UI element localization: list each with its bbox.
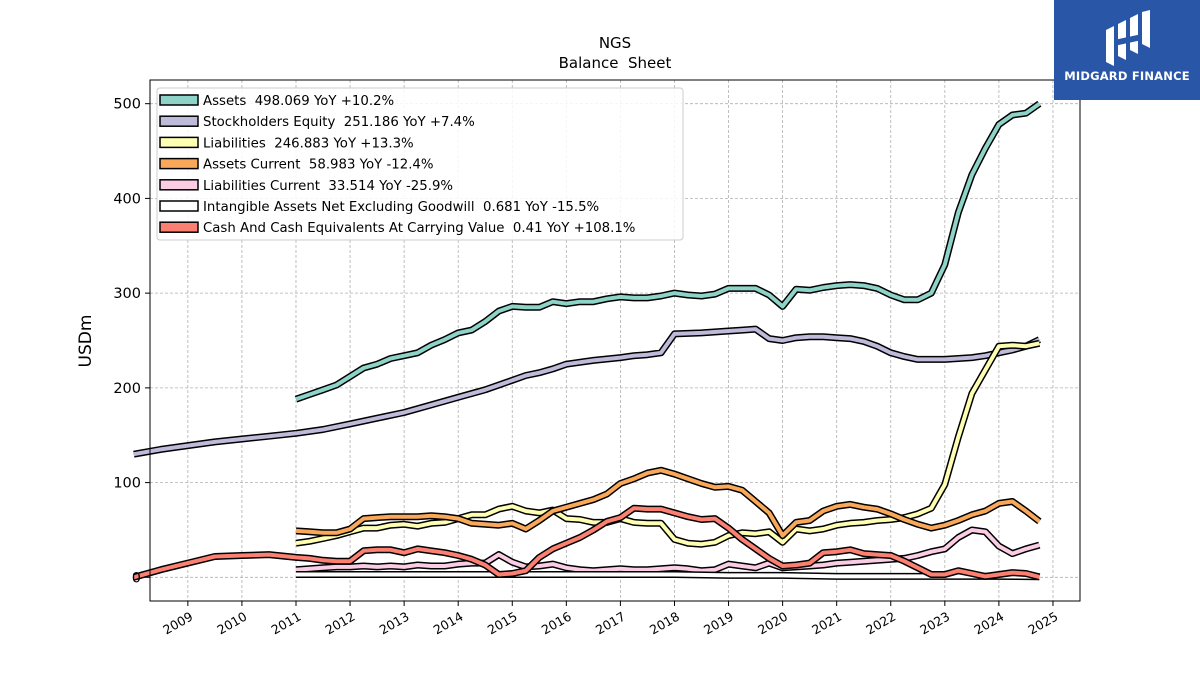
series-line bbox=[295, 466, 1042, 540]
y-axis-label: USDm bbox=[76, 315, 96, 368]
series-path bbox=[295, 528, 1040, 573]
legend: Assets 498.069 YoY +10.2% Stockholders Eq… bbox=[156, 87, 684, 241]
x-tick-label: 2020 bbox=[755, 609, 790, 638]
x-tick-label: 2018 bbox=[647, 609, 682, 638]
series-path bbox=[296, 572, 1040, 579]
y-tick-label: 100 bbox=[113, 476, 141, 492]
x-tick-label: 2011 bbox=[268, 609, 303, 638]
series-path bbox=[133, 327, 1041, 457]
x-tick-label: 2024 bbox=[971, 609, 1006, 638]
logo-text: MIDGARD FINANCE bbox=[1064, 69, 1190, 83]
y-tick-label: 0 bbox=[132, 570, 141, 586]
series-line bbox=[133, 325, 1041, 458]
x-tick-label: 2023 bbox=[917, 609, 952, 638]
series-line bbox=[296, 571, 1040, 581]
legend-entry: Assets Current 58.983 YoY -12.4% bbox=[203, 158, 434, 173]
x-tick-label: 2015 bbox=[485, 609, 520, 638]
legend-swatch bbox=[159, 136, 199, 149]
y-tick-label: 500 bbox=[113, 97, 141, 113]
legend-swatch bbox=[159, 179, 199, 191]
x-tick-label: 2012 bbox=[323, 609, 358, 638]
chart-subtitle: Balance Sheet bbox=[559, 54, 672, 72]
legend-entry: Liabilities 246.883 YoY +13.3% bbox=[203, 136, 414, 151]
x-tick-label: 2013 bbox=[377, 609, 412, 638]
x-tick-label: 2014 bbox=[431, 609, 466, 638]
legend-entry: Stockholders Equity 251.186 YoY +7.4% bbox=[203, 115, 475, 130]
chart-title: NGS bbox=[599, 34, 631, 52]
y-tick-label: 400 bbox=[113, 191, 141, 207]
series-line bbox=[295, 339, 1041, 548]
series-path bbox=[295, 468, 1041, 538]
series-layer bbox=[132, 100, 1042, 581]
legend-entry: Assets 498.069 YoY +10.2% bbox=[203, 94, 394, 109]
legend-swatch bbox=[159, 115, 199, 127]
series-line bbox=[295, 526, 1041, 575]
plot-frame bbox=[149, 79, 1081, 602]
y-tick-label: 300 bbox=[113, 286, 141, 302]
legend-swatch bbox=[159, 157, 199, 170]
x-tick-label: 2010 bbox=[214, 609, 249, 638]
series-line bbox=[132, 504, 1041, 581]
series-line bbox=[294, 100, 1042, 403]
legend-swatch bbox=[159, 94, 199, 106]
legend-swatch bbox=[159, 221, 199, 233]
x-tick-label: 2025 bbox=[1025, 609, 1060, 638]
x-tick-label: 2016 bbox=[539, 609, 574, 638]
series-path bbox=[295, 341, 1040, 547]
midgard-finance-logo: MIDGARD FINANCE bbox=[1054, 0, 1200, 100]
y-tick-label: 200 bbox=[113, 381, 141, 397]
x-tick-label: 2021 bbox=[809, 609, 844, 638]
series-path bbox=[133, 506, 1040, 580]
logo-mark-icon bbox=[1106, 10, 1150, 66]
legend-box bbox=[156, 87, 684, 241]
legend-entry: Cash And Cash Equivalents At Carrying Va… bbox=[203, 221, 635, 236]
legend-entry: Intangible Assets Net Excluding Goodwill… bbox=[203, 200, 599, 215]
legend-swatch bbox=[159, 200, 199, 212]
x-tick-label: 2022 bbox=[863, 609, 898, 638]
x-tick-label: 2009 bbox=[160, 609, 195, 638]
x-tick-label: 2017 bbox=[593, 609, 628, 638]
x-tick-label: 2019 bbox=[701, 609, 736, 638]
series-path bbox=[295, 102, 1041, 402]
legend-entry: Liabilities Current 33.514 YoY -25.9% bbox=[203, 179, 453, 194]
